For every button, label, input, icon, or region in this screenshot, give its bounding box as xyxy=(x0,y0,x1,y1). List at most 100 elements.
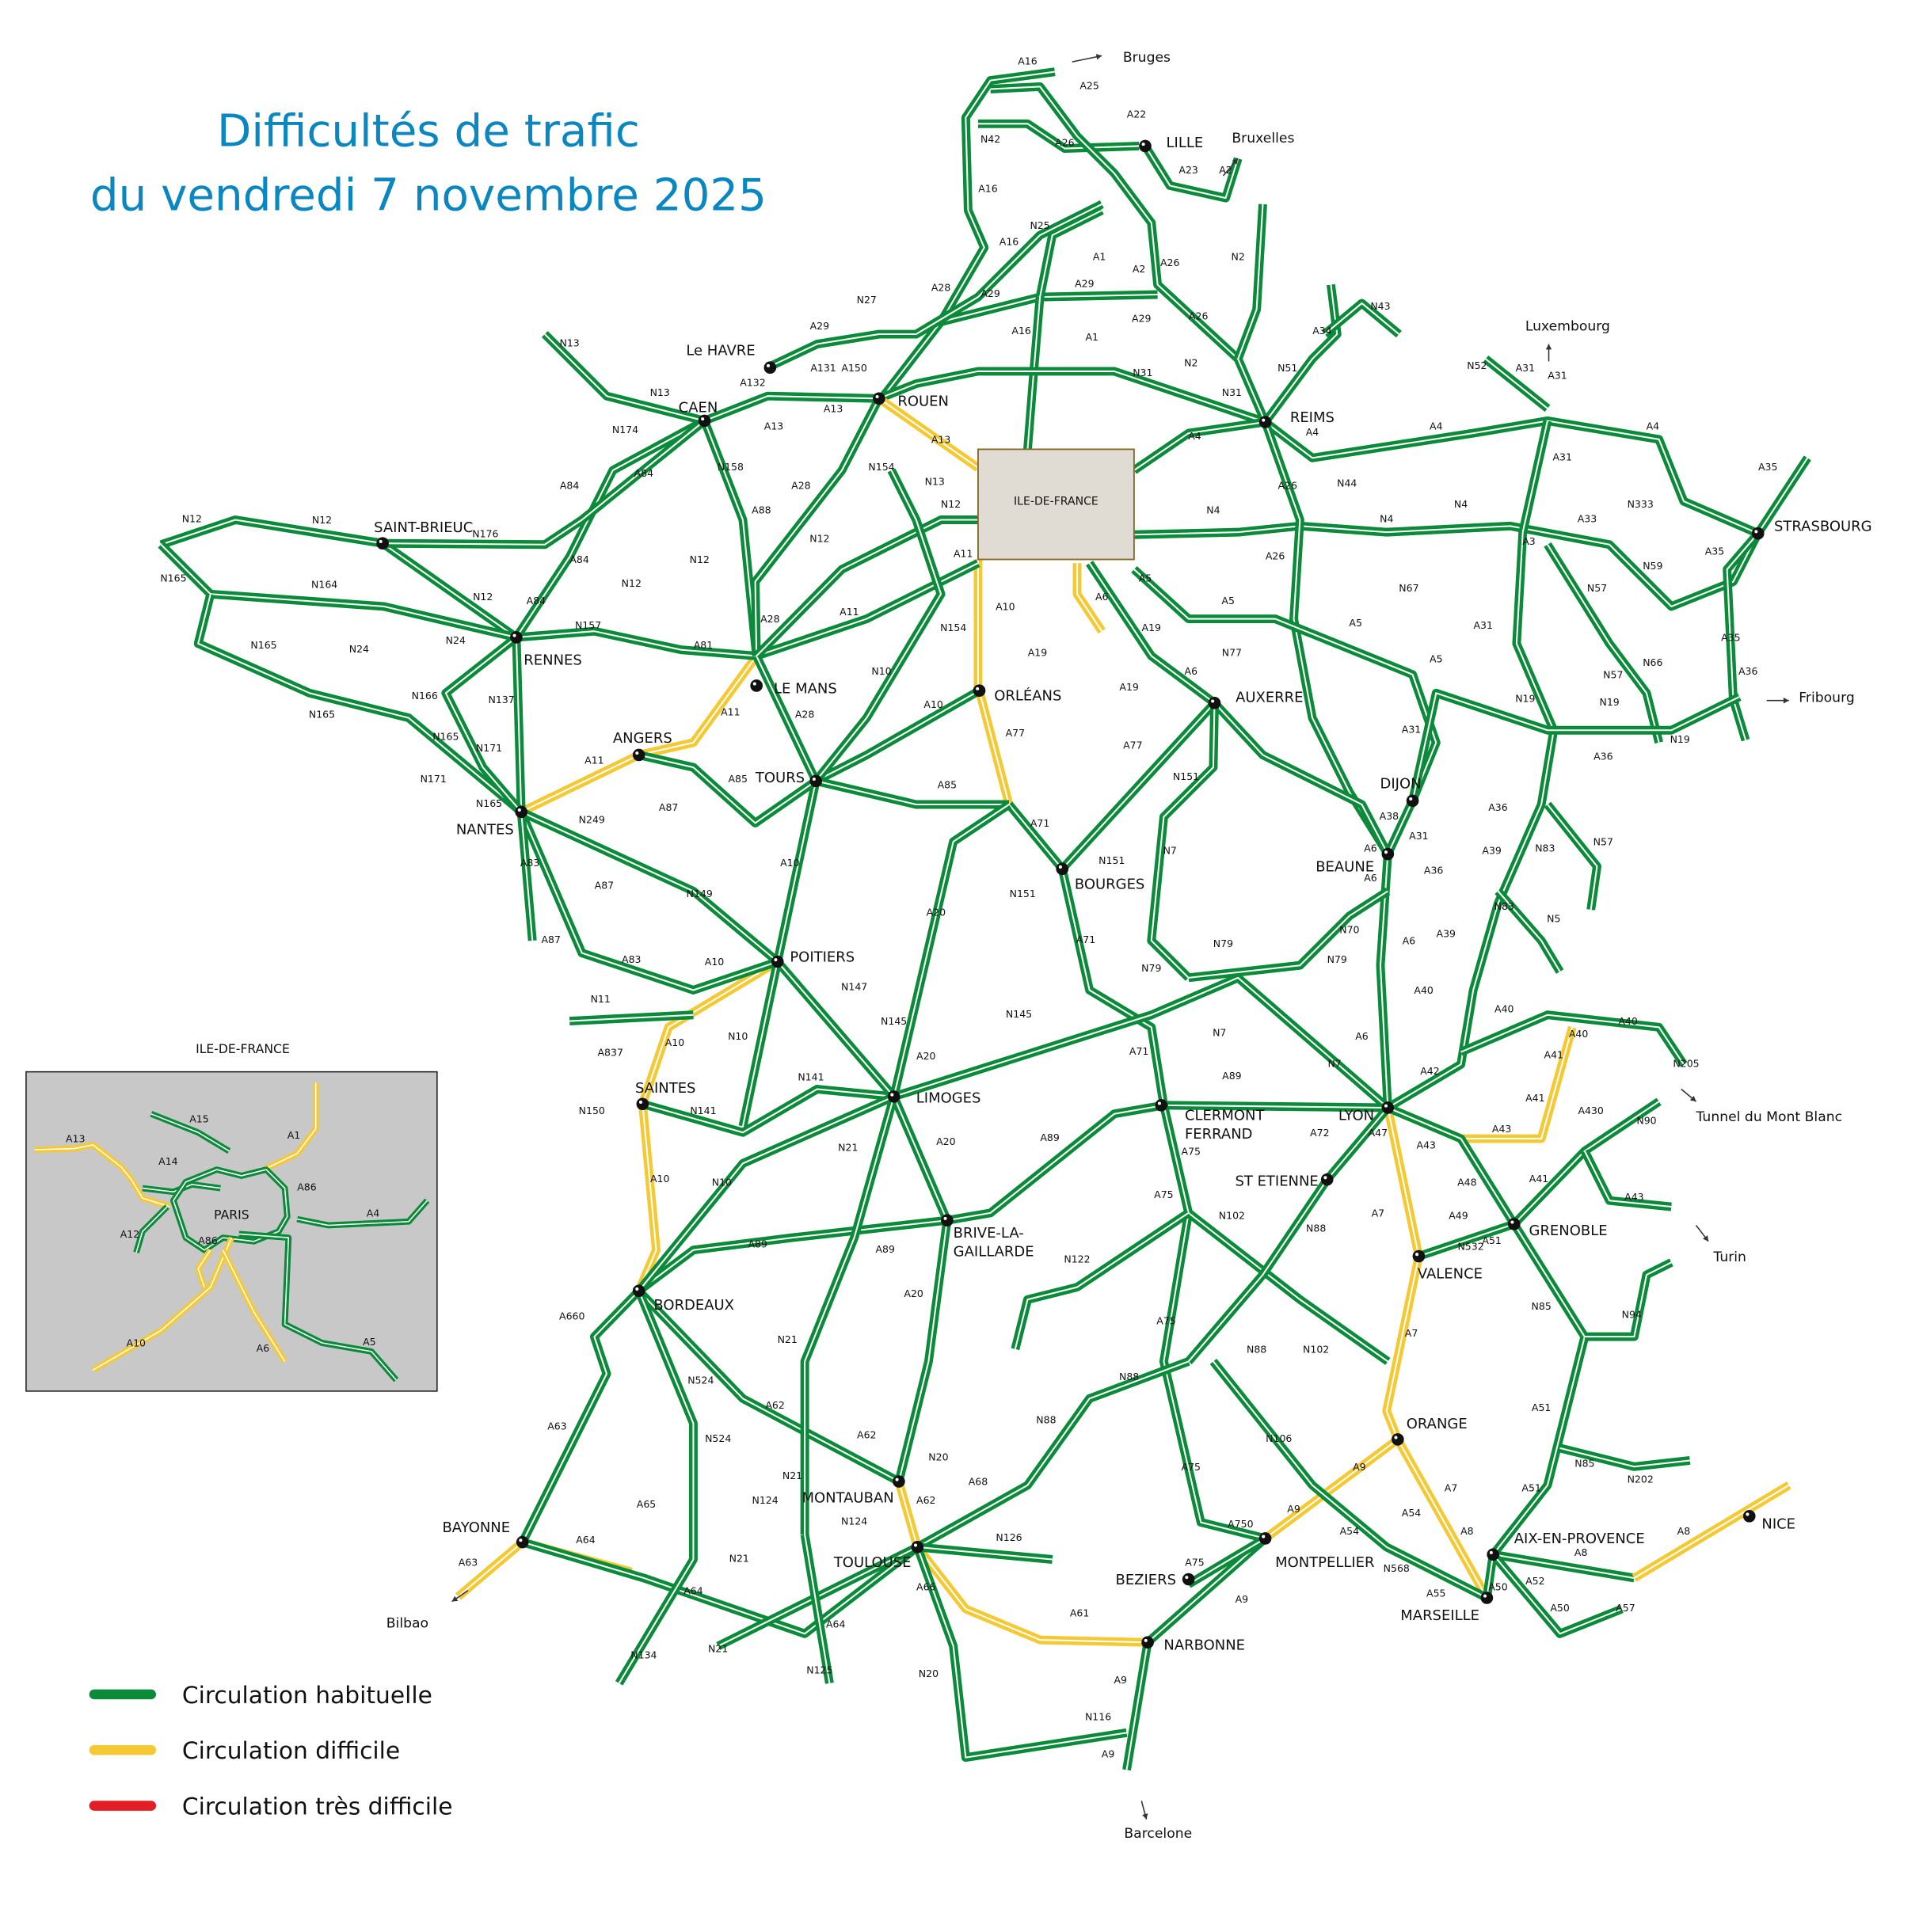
road-normal xyxy=(916,1542,1053,1564)
road-label: A50 xyxy=(1488,1581,1508,1593)
road-normal xyxy=(800,1095,898,1535)
road-label: A9 xyxy=(1114,1674,1127,1686)
road-label: A16 xyxy=(1018,55,1038,67)
city-bordeaux[interactable]: BORDEAUX xyxy=(632,1284,734,1314)
road-label: A75 xyxy=(1182,1145,1201,1157)
city-label: MONTAUBAN xyxy=(801,1490,893,1507)
road-label: A19 xyxy=(1142,622,1162,633)
road-label: A40 xyxy=(1494,1003,1514,1015)
road-label: N145 xyxy=(1006,1008,1032,1020)
city-beziers[interactable]: BEZIERS xyxy=(1115,1572,1195,1588)
road-difficult xyxy=(634,1103,661,1293)
city-label: MARSEILLE xyxy=(1400,1607,1479,1624)
city-grenoble[interactable]: GRENOBLE xyxy=(1507,1218,1608,1239)
city-orange[interactable]: ORANGE xyxy=(1392,1416,1468,1446)
paris-box[interactable]: ILE-DE-FRANCE xyxy=(977,448,1135,561)
road-label: N102 xyxy=(1219,1210,1245,1222)
city-angers[interactable]: ANGERS xyxy=(613,730,672,762)
road-label: N90 xyxy=(1636,1114,1656,1126)
city-dot-icon xyxy=(510,631,523,644)
city-dot-icon xyxy=(1751,527,1765,540)
city-aix-en-provence[interactable]: AIX-EN-PROVENCE xyxy=(1487,1531,1645,1561)
road-label: N137 xyxy=(489,694,515,705)
city-dot-icon xyxy=(1258,1532,1272,1545)
city-valence[interactable]: VALENCE xyxy=(1412,1249,1483,1283)
road-label: A1 xyxy=(1093,250,1106,262)
city-label: DIJON xyxy=(1380,776,1422,793)
destination-label: Tunnel du Mont Blanc xyxy=(1696,1109,1843,1125)
city-beaune[interactable]: BEAUNE xyxy=(1316,847,1395,876)
road-label: N532 xyxy=(1457,1241,1483,1253)
city-bayonne[interactable]: BAYONNE xyxy=(442,1519,529,1549)
city-rennes[interactable]: RENNES xyxy=(510,631,582,668)
inset-road-label: A12 xyxy=(120,1228,139,1240)
road-label: N12 xyxy=(809,533,829,545)
road-label: A63 xyxy=(459,1556,478,1568)
road-normal xyxy=(1186,1535,1268,1588)
road-label: A31 xyxy=(1516,362,1535,374)
city-montauban[interactable]: MONTAUBAN xyxy=(801,1475,905,1507)
city-marseille[interactable]: MARSEILLE xyxy=(1400,1592,1494,1624)
road-label: A5 xyxy=(1349,617,1362,629)
city-st-etienne[interactable]: ST ETIENNE xyxy=(1235,1173,1334,1189)
city-reims[interactable]: REIMS xyxy=(1258,409,1335,428)
city-dijon[interactable]: DIJON xyxy=(1380,776,1422,808)
road-label: A2 xyxy=(1219,164,1232,176)
city-strasbourg[interactable]: STRASBOURG xyxy=(1751,519,1872,540)
road-label: A35 xyxy=(1721,632,1740,644)
city-narbonne[interactable]: NARBONNE xyxy=(1141,1636,1245,1654)
city-bourges[interactable]: BOURGES xyxy=(1056,862,1144,892)
road-normal xyxy=(638,751,819,827)
road-normal xyxy=(512,637,526,812)
city-nice[interactable]: NICE xyxy=(1742,1509,1795,1532)
road-label: A87 xyxy=(659,801,678,813)
road-label: A43 xyxy=(1624,1191,1643,1203)
city-label: BRIVE-LA- xyxy=(954,1225,1024,1242)
city-saint-brieuc[interactable]: SAINT-BRIEUC xyxy=(374,519,473,550)
road-label: N145 xyxy=(881,1015,907,1027)
city-montpellier[interactable]: MONTPELLIER xyxy=(1258,1532,1375,1571)
city-auxerre[interactable]: AUXERRE xyxy=(1208,689,1304,709)
road-label: A132 xyxy=(740,377,765,389)
road-label: A64 xyxy=(826,1618,846,1630)
road-normal xyxy=(738,960,782,1128)
city-caen[interactable]: CAEN xyxy=(679,400,718,428)
road-label: A87 xyxy=(541,934,560,945)
road-normal xyxy=(889,1094,951,1223)
city-dot-icon xyxy=(1155,1099,1168,1112)
city-brive-la-gaillarde[interactable]: BRIVE-LA- GAILLARDE xyxy=(941,1214,1034,1261)
road-label: N27 xyxy=(857,294,877,306)
road-label: A131 xyxy=(810,362,836,374)
city-saintes[interactable]: SAINTES xyxy=(635,1080,696,1111)
city-clermont-ferrand[interactable]: CLERMONT FERRAND xyxy=(1155,1099,1265,1143)
road-label: N165 xyxy=(432,731,459,743)
city-tours[interactable]: TOURS xyxy=(755,770,822,788)
road-normal xyxy=(1417,1219,1516,1261)
road-label: A29 xyxy=(1075,278,1095,290)
city-poitiers[interactable]: POITIERS xyxy=(771,949,855,968)
city-label: BORDEAUX xyxy=(653,1297,734,1314)
city-label: LILLE xyxy=(1167,135,1204,151)
road-label: N166 xyxy=(412,690,438,702)
road-label: A31 xyxy=(1552,451,1571,462)
road-label: N141 xyxy=(798,1071,824,1083)
road-label: A43 xyxy=(1417,1139,1436,1151)
road-normal xyxy=(615,1289,698,1686)
city-lille[interactable]: LILLE xyxy=(1139,135,1204,153)
road-label: N106 xyxy=(1266,1432,1292,1444)
city-rouen[interactable]: ROUEN xyxy=(873,392,949,410)
city-dot-icon xyxy=(809,774,822,788)
city-limoges[interactable]: LIMOGES xyxy=(887,1090,981,1107)
city-toulouse[interactable]: TOULOUSE xyxy=(833,1541,924,1571)
road-label: N524 xyxy=(705,1432,731,1444)
road-label: A72 xyxy=(1310,1127,1329,1139)
city-nantes[interactable]: NANTES xyxy=(456,805,527,839)
city-le-havre[interactable]: Le HAVRE xyxy=(686,343,777,375)
city-lyon[interactable]: LYON xyxy=(1338,1101,1395,1124)
ile-de-france-inset: ILE-DE-FRANCE PARIS A13 A15 A14 A1 A86 A12 A86… xyxy=(25,1041,438,1392)
city-le-mans[interactable]: LE MANS xyxy=(750,679,837,697)
city-orléans[interactable]: ORLÉANS xyxy=(973,684,1062,705)
road-normal xyxy=(1494,888,1564,974)
road-label: N5 xyxy=(1547,913,1560,925)
inset-road-label: A86 xyxy=(297,1181,317,1193)
